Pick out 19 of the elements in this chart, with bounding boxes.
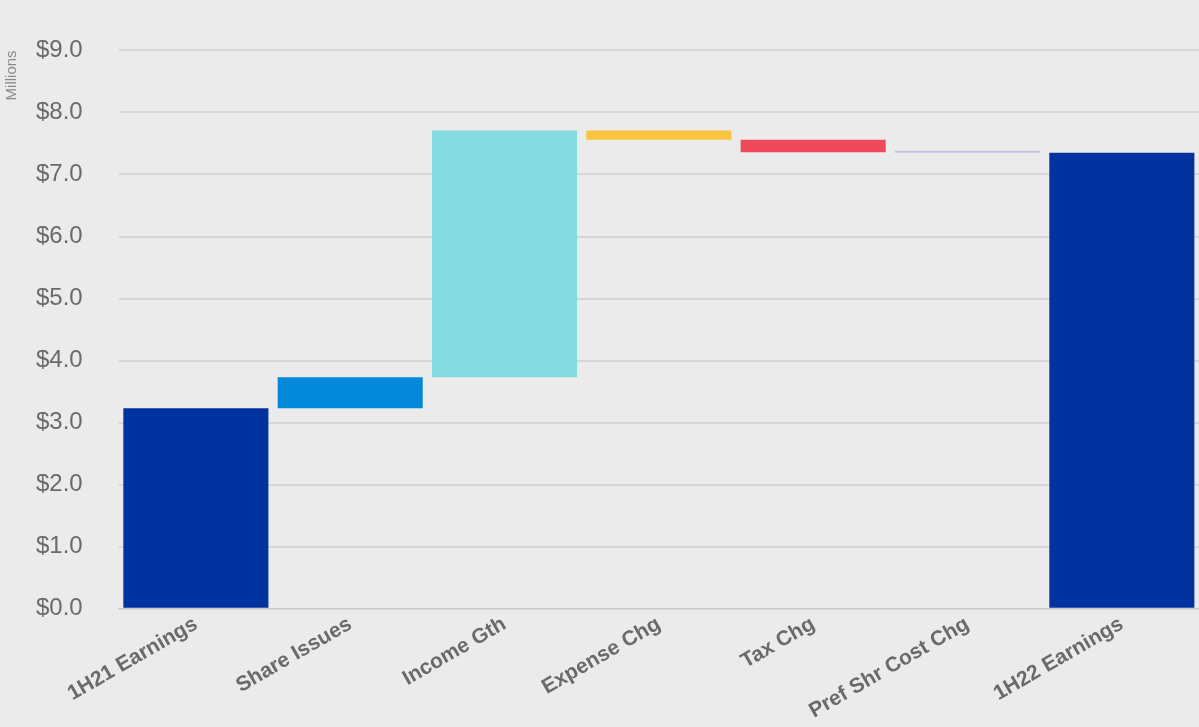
y-tick-label: $6.0	[35, 221, 83, 249]
y-tick-label: $0.0	[35, 593, 83, 621]
bar	[123, 408, 269, 608]
y-axis-title: Millions	[2, 50, 20, 101]
y-tick-label: $9.0	[35, 35, 83, 63]
y-tick-label: $8.0	[35, 97, 83, 125]
y-tick-label: $4.0	[35, 345, 83, 373]
y-tick-label: $1.0	[35, 531, 83, 559]
bar	[1049, 152, 1195, 608]
x-tick-label: Tax Chg	[736, 611, 819, 672]
bar	[432, 130, 578, 378]
bar	[586, 130, 732, 140]
y-tick-label: $3.0	[35, 407, 83, 435]
bar	[277, 377, 423, 409]
y-tick-label: $5.0	[35, 283, 83, 311]
y-tick-label: $2.0	[35, 469, 83, 497]
bar	[740, 139, 886, 153]
bar	[894, 150, 1041, 153]
y-tick-label: $7.0	[35, 159, 83, 187]
